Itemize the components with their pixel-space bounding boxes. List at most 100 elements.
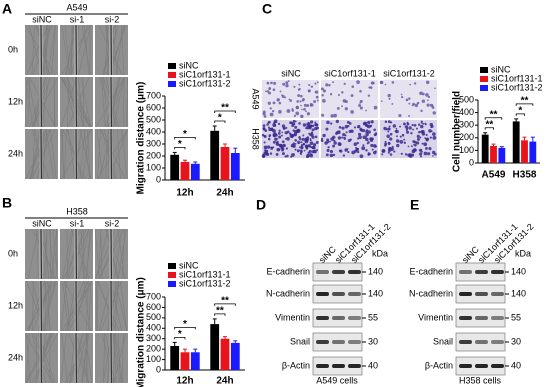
stained-cell — [305, 110, 307, 113]
stained-cell — [428, 147, 432, 151]
band — [491, 292, 504, 296]
stained-cell — [418, 152, 423, 156]
texture — [80, 76, 91, 128]
y-tick-label: 600 — [146, 102, 161, 112]
stained-cell — [275, 143, 278, 146]
significance-bracket — [174, 137, 196, 140]
texture — [64, 24, 71, 76]
y-tick-label: 100 — [459, 145, 474, 155]
band — [475, 340, 488, 344]
legend-swatch — [480, 85, 488, 91]
legend-swatch — [168, 72, 176, 78]
texture — [97, 128, 101, 180]
stained-cell — [291, 109, 295, 112]
column-label: si-2 — [105, 218, 120, 228]
stained-cell — [285, 147, 289, 150]
significance-bracket — [174, 326, 196, 330]
texture — [112, 332, 121, 384]
panel-label: B — [2, 195, 12, 211]
stained-cell — [406, 122, 410, 126]
stained-cell — [421, 142, 424, 145]
marker-label: 30 — [511, 336, 521, 346]
stained-cell — [288, 98, 291, 101]
band — [332, 270, 345, 274]
stained-cell — [304, 139, 309, 144]
y-axis-label: Cell number/field — [452, 91, 463, 172]
stained-cell — [427, 95, 431, 99]
stained-cell — [292, 119, 296, 123]
stained-cell — [276, 98, 280, 102]
stained-cell — [305, 127, 308, 130]
stained-cell — [365, 109, 367, 112]
legend-swatch — [168, 263, 176, 269]
stained-cell — [325, 83, 329, 87]
stained-cell — [401, 95, 404, 99]
stained-cell — [343, 82, 346, 85]
texture — [113, 332, 117, 384]
column-label: si-2 — [105, 14, 120, 24]
texture — [47, 24, 56, 76]
stained-cell — [312, 143, 317, 147]
stained-cell — [327, 146, 330, 149]
stained-cell — [276, 140, 279, 144]
stained-cell — [373, 105, 378, 110]
texture — [32, 128, 35, 180]
stained-cell — [431, 150, 436, 155]
stained-cell — [401, 133, 405, 137]
stained-cell — [326, 148, 330, 153]
stained-cell — [299, 100, 302, 103]
marker-label: 140 — [511, 288, 526, 298]
stained-cell — [341, 126, 345, 130]
texture — [114, 228, 123, 280]
stained-cell — [399, 125, 402, 128]
texture — [30, 128, 41, 180]
stained-cell — [290, 133, 295, 138]
stained-cell — [300, 104, 302, 107]
texture — [50, 128, 57, 180]
protein-label: N-cadherin — [266, 288, 310, 298]
stained-cell — [369, 124, 372, 128]
texture — [35, 332, 53, 384]
texture — [105, 24, 109, 76]
stained-cell — [309, 141, 314, 145]
significance-label: * — [183, 319, 187, 330]
stained-cell — [333, 113, 337, 118]
bar — [210, 130, 220, 180]
stained-cell — [294, 148, 297, 151]
stained-cell — [277, 132, 281, 135]
bar — [490, 145, 497, 163]
stained-cell — [266, 81, 270, 85]
significance-label: ** — [221, 103, 229, 114]
y-tick-label: 200 — [146, 344, 161, 354]
stained-cell — [373, 133, 377, 137]
stained-cell — [303, 149, 306, 152]
texture — [66, 228, 69, 280]
stained-cell — [416, 101, 420, 105]
stained-cell — [389, 137, 393, 141]
stained-cell — [359, 89, 362, 93]
y-tick-label: 300 — [459, 120, 474, 130]
stained-cell — [399, 135, 402, 138]
stained-cell — [425, 80, 430, 85]
texture — [40, 76, 50, 128]
unit-label: kDa — [515, 248, 531, 258]
stained-cell — [389, 132, 393, 136]
stained-cell — [270, 81, 273, 85]
marker-label: 55 — [368, 312, 378, 322]
band — [491, 316, 504, 320]
stained-cell — [342, 132, 346, 137]
stained-cell — [412, 102, 415, 106]
stained-cell — [303, 103, 307, 107]
stained-cell — [301, 137, 305, 141]
stained-cell — [280, 134, 283, 137]
stained-cell — [387, 130, 390, 133]
band — [332, 292, 345, 296]
stained-cell — [272, 101, 276, 105]
texture — [31, 332, 59, 384]
stained-cell — [391, 145, 394, 149]
wound-edge — [75, 332, 78, 384]
texture — [96, 128, 103, 180]
marker-label: 140 — [368, 288, 383, 298]
stained-cell — [384, 83, 387, 86]
stained-cell — [299, 149, 303, 153]
